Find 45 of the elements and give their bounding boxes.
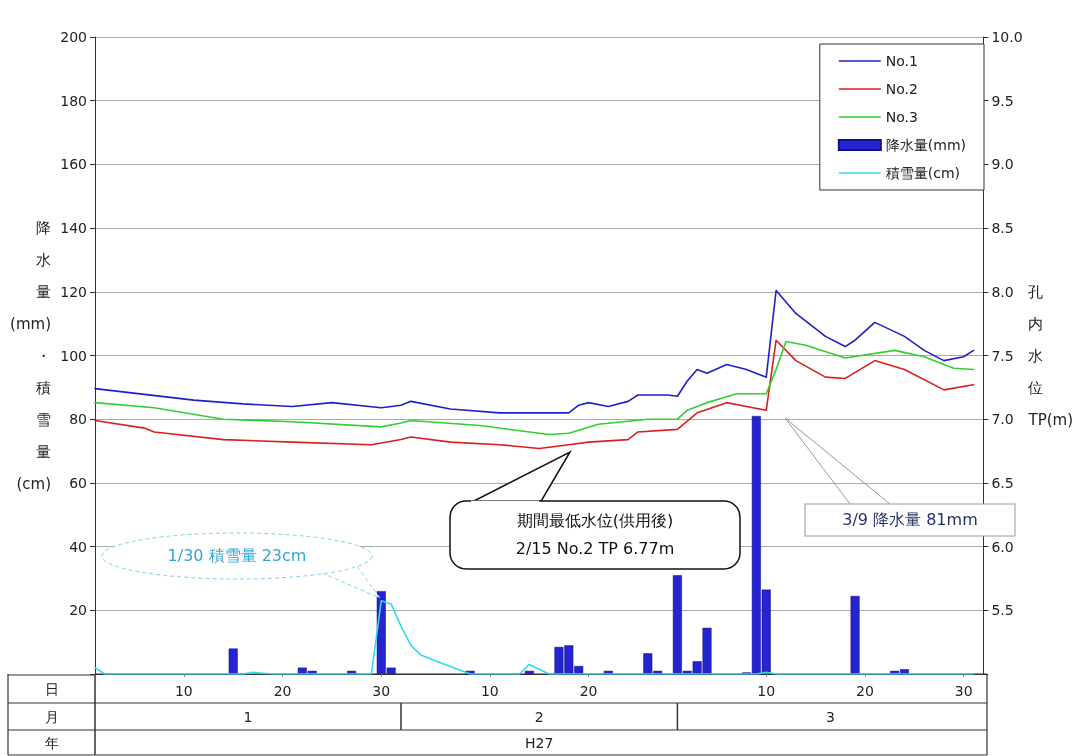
y2-tick-label: 5.5 bbox=[991, 602, 1014, 619]
y2-tick-label: 9.0 bbox=[991, 156, 1014, 173]
y-tick-label: 80 bbox=[69, 411, 87, 428]
y-tick-label: 20 bbox=[69, 602, 87, 619]
legend-label: 積雪量(cm) bbox=[885, 165, 961, 181]
x-tick-label: 20 bbox=[856, 683, 874, 699]
y-tick-label: 200 bbox=[60, 29, 87, 45]
text: 年 bbox=[44, 734, 59, 751]
y-tick-label: 40 bbox=[69, 538, 87, 555]
y2-tick-label: 9.5 bbox=[991, 92, 1014, 109]
y2-tick-label: 8.0 bbox=[991, 283, 1014, 300]
y2-tick-label: 7.5 bbox=[991, 347, 1014, 364]
y-tick-label: 160 bbox=[60, 156, 87, 173]
x-tick-label: 20 bbox=[579, 683, 598, 699]
legend-label: 降水量(mm) bbox=[885, 137, 966, 153]
x-tick-label: 30 bbox=[954, 683, 973, 699]
x-tick-label: 10 bbox=[757, 683, 776, 699]
y2-tick-label: 8.5 bbox=[991, 220, 1014, 237]
legend-label: No.3 bbox=[885, 109, 918, 125]
y-tick-label: 120 bbox=[60, 283, 87, 300]
x-tick-label: 10 bbox=[480, 683, 499, 699]
y2-tick-label: 6.0 bbox=[991, 538, 1014, 555]
legend-label: No.1 bbox=[885, 53, 918, 69]
text: 日 bbox=[44, 680, 59, 697]
text: H27 bbox=[525, 734, 554, 751]
annotation: 1/30 積雪量 23cm bbox=[167, 545, 307, 567]
annotation: 3/9 降水量 81mm bbox=[842, 509, 978, 531]
y-tick-label: 140 bbox=[60, 220, 87, 237]
annotation: 期間最低水位(供用後) 2/15 No.2 TP 6.77m bbox=[515, 510, 675, 560]
y2-axis-title: 孔内水位TP(m) bbox=[1027, 282, 1074, 429]
text: 月 bbox=[44, 708, 59, 725]
y-tick-label: 180 bbox=[60, 92, 87, 109]
text: 2 bbox=[534, 708, 544, 725]
y2-tick-label: 6.5 bbox=[991, 474, 1014, 491]
x-tick-label: 20 bbox=[273, 683, 292, 699]
y-tick-label: 60 bbox=[69, 474, 87, 491]
text: 1 bbox=[243, 708, 253, 725]
x-tick-label: 10 bbox=[174, 683, 193, 699]
y-tick-label: 100 bbox=[60, 347, 87, 364]
text: 3 bbox=[825, 708, 835, 725]
y2-tick-label: 7.0 bbox=[991, 411, 1014, 428]
x-tick-label: 30 bbox=[372, 683, 391, 699]
legend-label: No.2 bbox=[885, 81, 918, 97]
y2-tick-label: 10.0 bbox=[991, 29, 1023, 45]
text: 降水量(mm)・積雪量(cm) bbox=[10, 218, 51, 493]
